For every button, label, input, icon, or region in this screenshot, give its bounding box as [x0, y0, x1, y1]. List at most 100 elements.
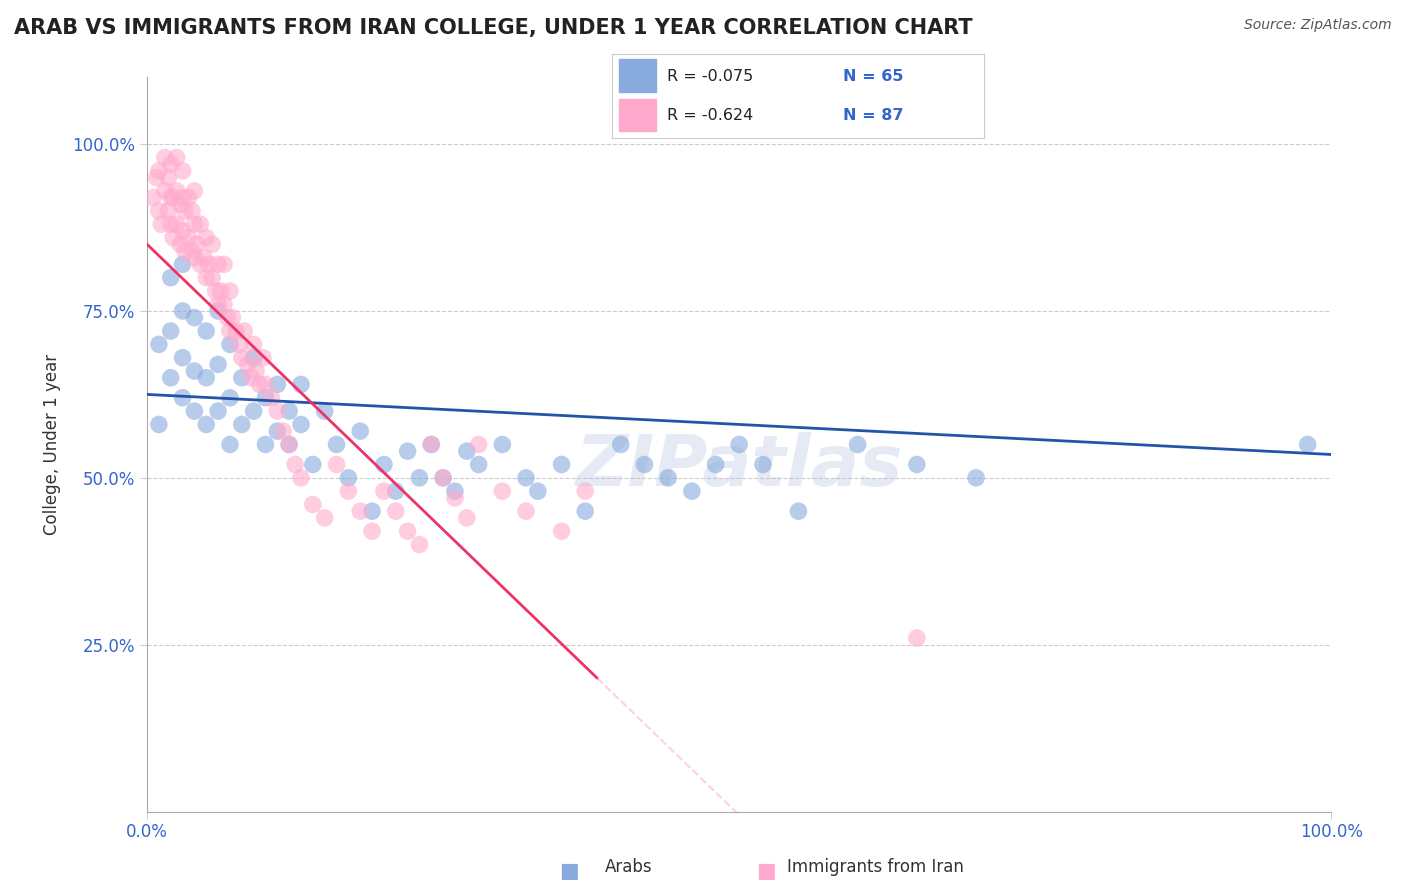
Point: [177, 230, 200, 244]
Point: [349, 504, 371, 518]
Text: ■: ■: [756, 861, 776, 880]
Point: [527, 484, 550, 499]
Point: [195, 270, 218, 285]
Point: [420, 437, 443, 451]
Point: [550, 524, 572, 539]
Point: [153, 184, 176, 198]
Point: [186, 237, 208, 252]
Point: [361, 524, 384, 539]
Point: [225, 324, 247, 338]
Point: [150, 217, 173, 231]
Point: [408, 538, 430, 552]
Y-axis label: College, Under 1 year: College, Under 1 year: [44, 354, 60, 535]
Point: [219, 337, 242, 351]
Point: [254, 377, 277, 392]
Point: [159, 324, 181, 338]
Point: [965, 471, 987, 485]
Point: [550, 458, 572, 472]
Point: [373, 484, 395, 499]
Point: [153, 151, 176, 165]
Point: [337, 484, 360, 499]
Point: [166, 217, 188, 231]
Point: [278, 437, 301, 451]
Point: [172, 304, 194, 318]
Point: [384, 484, 406, 499]
Point: [169, 237, 191, 252]
Point: [373, 458, 395, 472]
Point: [905, 458, 928, 472]
Point: [574, 504, 596, 518]
Point: [159, 190, 181, 204]
Point: [515, 504, 537, 518]
Point: [242, 404, 264, 418]
Point: [633, 458, 655, 472]
Text: N = 65: N = 65: [842, 69, 903, 84]
Point: [193, 251, 215, 265]
Point: [204, 284, 226, 298]
Point: [148, 337, 170, 351]
Point: [209, 284, 232, 298]
Point: [166, 184, 188, 198]
Point: [183, 184, 205, 198]
Point: [314, 404, 336, 418]
Point: [219, 324, 242, 338]
Point: [174, 244, 197, 258]
Point: [188, 217, 211, 231]
Point: [491, 437, 513, 451]
Point: [252, 351, 274, 365]
Point: [240, 370, 263, 384]
Point: [245, 364, 267, 378]
Point: [610, 437, 633, 451]
Point: [266, 404, 288, 418]
Point: [197, 257, 219, 271]
Point: [242, 351, 264, 365]
Point: [456, 444, 478, 458]
Point: [148, 417, 170, 432]
Point: [162, 190, 184, 204]
Point: [219, 391, 242, 405]
Point: [361, 504, 384, 518]
Point: [657, 471, 679, 485]
Point: [157, 203, 180, 218]
Point: [207, 358, 229, 372]
Point: [233, 324, 256, 338]
Point: [195, 230, 218, 244]
Point: [266, 424, 288, 438]
Point: [207, 304, 229, 318]
Point: [148, 164, 170, 178]
Point: [181, 244, 204, 258]
Point: [787, 504, 810, 518]
Point: [728, 437, 751, 451]
Point: [314, 511, 336, 525]
Point: [172, 257, 194, 271]
Point: [159, 270, 181, 285]
Point: [846, 437, 869, 451]
Point: [290, 377, 312, 392]
Point: [515, 471, 537, 485]
Point: [159, 370, 181, 384]
Point: [396, 524, 419, 539]
Point: [278, 404, 301, 418]
Point: [231, 417, 253, 432]
Point: [177, 190, 200, 204]
Point: [302, 498, 325, 512]
Point: [217, 310, 239, 325]
Point: [219, 284, 242, 298]
FancyBboxPatch shape: [619, 60, 657, 92]
Text: Immigrants from Iran: Immigrants from Iran: [787, 858, 965, 876]
Point: [174, 203, 197, 218]
Point: [188, 257, 211, 271]
Point: [467, 437, 489, 451]
Point: [325, 458, 347, 472]
Point: [408, 471, 430, 485]
Point: [159, 157, 181, 171]
Point: [221, 310, 243, 325]
Point: [231, 351, 253, 365]
Point: [704, 458, 727, 472]
Text: Source: ZipAtlas.com: Source: ZipAtlas.com: [1244, 18, 1392, 32]
Point: [467, 458, 489, 472]
Point: [752, 458, 775, 472]
Point: [157, 170, 180, 185]
Point: [183, 364, 205, 378]
Point: [491, 484, 513, 499]
